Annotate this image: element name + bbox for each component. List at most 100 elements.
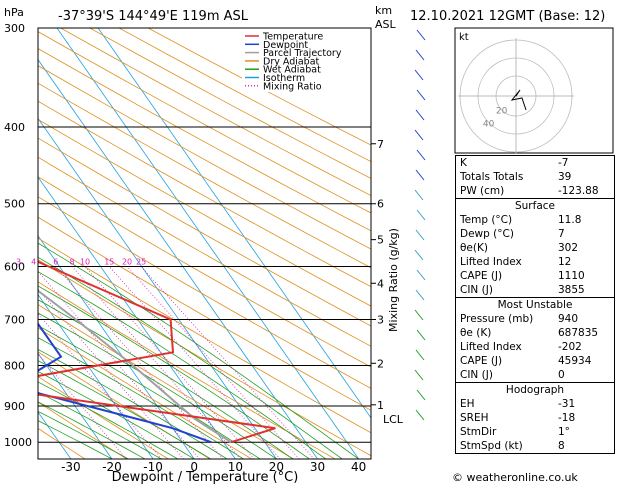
table-row: EH -31 — [456, 397, 614, 411]
mixing-ratio-label: 8 — [70, 257, 75, 266]
wind-barb — [416, 269, 426, 281]
wet-adiabat-line — [38, 401, 146, 459]
wind-barb — [414, 189, 424, 201]
pressure-tick-label: 1000 — [4, 436, 32, 449]
row-label: CIN (J) — [460, 369, 493, 381]
datetime-label: 12.10.2021 12GMT (Base: 12) — [410, 9, 605, 24]
pressure-tick-label: 800 — [4, 359, 25, 372]
dry-adiabat-line — [38, 118, 371, 307]
dry-adiabat-line — [38, 48, 371, 232]
parcel-trajectory-line — [38, 289, 232, 444]
wet-adiabat-line — [38, 312, 277, 459]
row-value: -202 — [558, 341, 582, 353]
legend-box — [242, 30, 362, 92]
row-label: StmDir — [460, 426, 497, 438]
dry-adiabat-line — [38, 100, 371, 288]
dry-adiabat-line — [38, 237, 371, 434]
wind-barb — [416, 389, 426, 401]
p-unit-label: hPa — [4, 6, 24, 19]
hodograph-table-title: Hodograph — [505, 384, 565, 396]
wind-barb — [414, 309, 424, 321]
mixing-ratio-line — [38, 312, 162, 459]
isotherm-line — [38, 117, 277, 459]
indices-table: K -7 Totals Totals 39 PW (cm) -123.88 Surface… — [455, 155, 615, 454]
mixing-ratio-line — [140, 266, 315, 459]
wet-adiabat-line — [38, 348, 228, 459]
dry-adiabat-line — [38, 137, 371, 327]
km-tick-label: 2 — [377, 357, 384, 370]
station-label: -37°39'S 144°49'E 119m ASL — [58, 9, 249, 24]
dry-adiabat-line — [38, 351, 211, 459]
mixing-ratio-label: 6 — [53, 257, 58, 266]
dry-adiabat-line — [38, 31, 371, 214]
isotherm-line — [56, 28, 359, 459]
table-row: θe (K) 687835 — [456, 326, 614, 340]
mixing-ratio-label: 4 — [31, 257, 36, 266]
isotherm-line — [38, 411, 72, 459]
row-value: 39 — [558, 171, 572, 183]
wet-adiabat-line — [38, 420, 113, 459]
isotherm-line — [38, 293, 154, 459]
row-label: SREH — [460, 412, 489, 424]
table-row: CAPE (J) 45934 — [456, 354, 614, 368]
row-value: 8 — [558, 440, 565, 452]
dry-adiabat-line — [38, 401, 127, 459]
wind-barb — [416, 329, 426, 341]
pressure-tick-label: 400 — [4, 121, 25, 134]
dry-adiabat-line — [38, 176, 371, 368]
temperature-tick-label: 30 — [310, 460, 325, 474]
wet-adiabat-line — [38, 337, 244, 459]
mixing-ratio-line — [126, 266, 300, 459]
mixing-ratio-label: 3 — [16, 257, 21, 266]
dry-adiabat-line — [38, 259, 371, 457]
table-row: Lifted Index 12 — [456, 255, 614, 269]
table-row: CIN (J) 3855 — [456, 283, 614, 297]
table-row: Dewp (°C) 7 — [456, 227, 614, 241]
table-row: θe(K) 302 — [456, 241, 614, 255]
km-tick-label: 1 — [377, 399, 384, 412]
table-row: Lifted Index -202 — [456, 340, 614, 354]
mixing-ratio-line — [55, 266, 224, 459]
row-value: 7 — [558, 228, 565, 240]
table-row: StmDir 1° — [456, 425, 614, 439]
dry-adiabat-line — [89, 28, 371, 179]
table-row: PW (cm) -123.88 — [456, 184, 614, 198]
row-value: 940 — [558, 313, 579, 325]
table-row: Pressure (mb) 940 — [456, 312, 614, 326]
isotherm-line — [38, 352, 113, 459]
km-unit-label: km — [375, 4, 392, 17]
km-tick-label: 5 — [377, 234, 384, 247]
row-label: Lifted Index — [460, 341, 522, 353]
mixing-ratio-line — [109, 266, 281, 459]
dry-adiabat-line — [38, 156, 371, 347]
isotherm-line — [38, 235, 195, 459]
hodograph-trace — [510, 89, 527, 111]
row-label: Pressure (mb) — [460, 313, 534, 325]
km-tick-label: 4 — [377, 277, 384, 290]
mixing-ratio-line — [84, 266, 255, 459]
row-value: 11.8 — [558, 214, 582, 226]
row-value: -7 — [558, 157, 569, 169]
dry-adiabat-line — [38, 304, 294, 459]
wind-barb — [416, 29, 426, 41]
row-value: 1° — [558, 426, 570, 438]
wet-adiabat-line — [38, 381, 179, 459]
mixing-ratio-label: 20 — [122, 257, 132, 266]
copyright-footer: © weatheronline.co.uk — [452, 471, 578, 484]
wet-adiabat-line — [38, 256, 343, 459]
temperature-line — [38, 260, 276, 444]
legend-label: Wet Adiabat — [263, 65, 321, 76]
wet-adiabat-line — [38, 299, 294, 459]
asl-label: ASL — [375, 18, 397, 31]
most-unstable-title: Most Unstable — [497, 299, 573, 311]
wet-adiabat-line — [38, 285, 310, 459]
mixing-ratio-line — [38, 270, 200, 459]
wind-barb — [416, 209, 426, 221]
mixing-ratio-line — [38, 288, 184, 459]
wind-barb — [415, 229, 425, 241]
wind-barb — [414, 129, 424, 141]
wind-barb — [415, 49, 425, 61]
wind-barb — [415, 349, 425, 361]
wet-adiabat-line — [38, 391, 162, 459]
